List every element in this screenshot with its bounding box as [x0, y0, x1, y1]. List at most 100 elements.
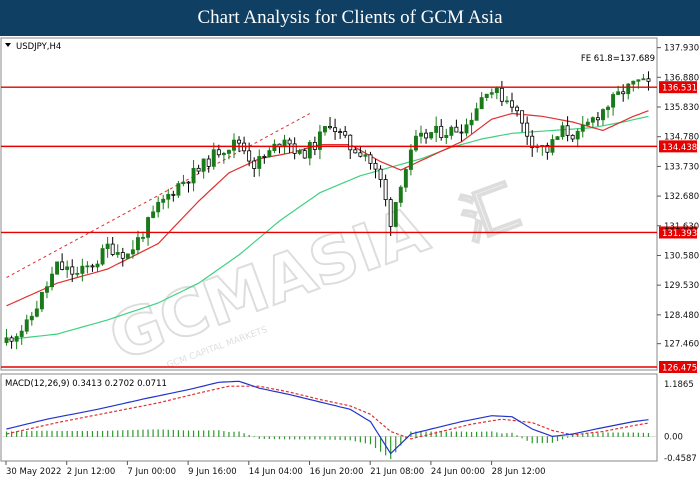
candle-body — [257, 156, 262, 169]
candle-body — [176, 183, 181, 196]
candle-body — [489, 92, 494, 95]
price-label: 136.880 — [664, 73, 699, 83]
candle-body — [14, 336, 19, 342]
level-label: 131.393 — [662, 229, 697, 239]
candle-body — [80, 265, 85, 274]
candle — [95, 260, 100, 272]
date-label: 24 Jun 00:00 — [431, 467, 485, 477]
candle-body — [9, 337, 14, 342]
candle-body — [105, 243, 110, 250]
candle — [464, 118, 469, 137]
candle-body — [641, 78, 646, 81]
candle-body — [338, 131, 343, 133]
candle-body — [186, 181, 191, 184]
price-label: 133.730 — [664, 162, 699, 172]
candle — [75, 266, 80, 278]
candle — [444, 128, 449, 145]
candle-body — [378, 168, 383, 180]
candle — [429, 132, 434, 140]
candle — [419, 125, 423, 144]
candle-body — [368, 154, 373, 164]
candle-body — [363, 154, 368, 157]
macd-signal-line — [6, 385, 649, 440]
level-label: 126.475 — [662, 364, 697, 374]
candle — [196, 164, 201, 175]
candle — [292, 137, 297, 160]
ma-slow-line — [6, 115, 649, 341]
candle — [85, 261, 90, 274]
main-panel — [0, 37, 658, 371]
candle-body — [419, 132, 423, 137]
candle-body — [585, 121, 590, 126]
candle — [494, 86, 499, 100]
candle-body — [595, 117, 600, 121]
candle-body — [348, 134, 353, 151]
level-label-bg — [659, 81, 697, 94]
candle — [510, 92, 514, 113]
collapse-icon[interactable] — [5, 43, 11, 47]
candle-body — [65, 266, 70, 270]
candle-body — [515, 106, 520, 112]
candle-body — [211, 149, 216, 167]
candle-body — [479, 97, 484, 110]
level-label-bg — [659, 140, 697, 153]
candle-body — [135, 237, 140, 251]
candle-body — [221, 152, 226, 156]
candle-body — [388, 199, 393, 227]
candle-body — [545, 144, 550, 153]
candle-body — [408, 149, 413, 170]
candle-body — [85, 265, 90, 268]
candle — [626, 82, 631, 100]
price-label: 130.580 — [664, 251, 699, 261]
price-label: 127.460 — [664, 340, 699, 350]
candle — [191, 160, 196, 192]
candle — [515, 105, 520, 117]
candle-body — [484, 93, 489, 98]
candle — [201, 158, 206, 179]
candle-body — [90, 265, 95, 268]
candle-body — [606, 106, 611, 110]
candle — [474, 102, 479, 121]
price-label: 128.480 — [664, 311, 699, 321]
candle-body — [55, 261, 60, 275]
candle-body — [601, 109, 605, 121]
candle — [110, 236, 115, 257]
price-label: 137.930 — [664, 44, 699, 54]
candle — [520, 110, 525, 133]
candle-body — [44, 286, 49, 293]
candle — [9, 335, 14, 349]
candle — [525, 116, 530, 145]
candle — [343, 126, 348, 139]
candle-body — [504, 100, 509, 103]
candle-body — [237, 139, 242, 144]
candle — [60, 253, 65, 271]
price-label: 132.680 — [664, 192, 699, 202]
candle-body — [631, 80, 636, 85]
candle-body — [393, 201, 398, 227]
candle — [151, 205, 156, 219]
candle-body — [120, 252, 125, 259]
candle — [601, 108, 605, 126]
macd-line — [6, 380, 649, 455]
candle-body — [39, 291, 44, 310]
candle — [424, 128, 429, 144]
candle — [34, 300, 39, 318]
candle — [499, 80, 504, 106]
candle — [368, 151, 373, 170]
candle — [611, 92, 616, 116]
candle-body — [252, 160, 257, 169]
candle — [631, 80, 636, 92]
candle-body — [4, 337, 9, 343]
candle-body — [171, 193, 176, 196]
candle-body — [328, 126, 332, 129]
candle — [434, 116, 439, 143]
candle-body — [206, 158, 211, 167]
candle — [449, 125, 454, 140]
candle — [484, 93, 489, 101]
candle — [262, 154, 267, 164]
candle — [226, 149, 231, 160]
candle-body — [267, 150, 272, 157]
candle — [338, 128, 343, 139]
candle-body — [216, 149, 221, 156]
candle — [555, 135, 560, 140]
